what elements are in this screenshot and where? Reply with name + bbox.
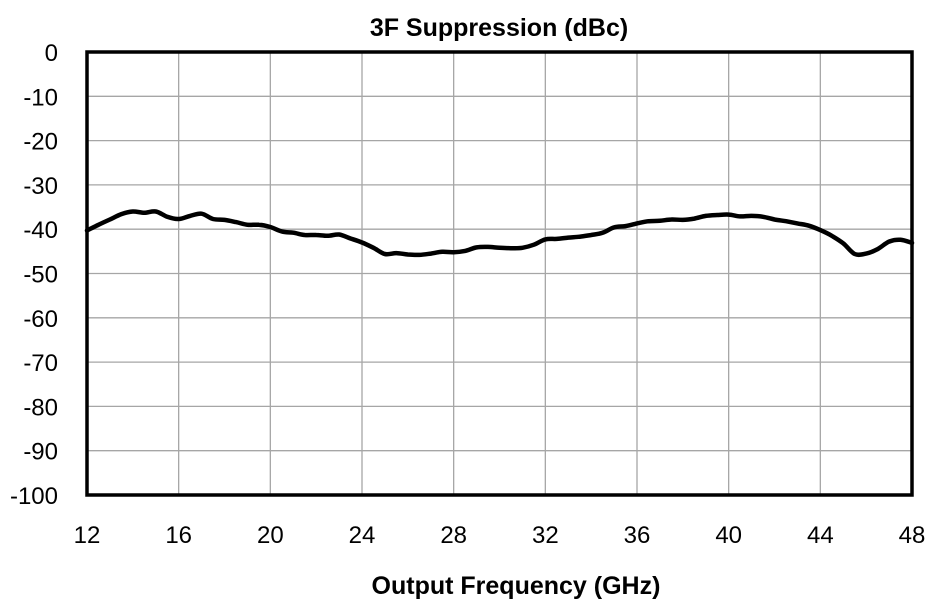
y-tick-label: -10 xyxy=(23,84,58,111)
x-tick-label: 36 xyxy=(624,522,651,549)
x-tick-label: 44 xyxy=(807,522,834,549)
y-tick-label: -50 xyxy=(23,262,58,289)
chart-title: 3F Suppression (dBc) xyxy=(370,14,628,42)
y-tick-label: -90 xyxy=(23,439,58,466)
y-tick-label: 0 xyxy=(45,40,58,67)
y-axis-ticks: 0 -10 -20 -30 -40 -50 -60 -70 -80 -90 -100 xyxy=(10,40,58,510)
y-tick-label: -40 xyxy=(23,217,58,244)
y-tick-label: -70 xyxy=(23,350,58,377)
x-tick-label: 12 xyxy=(74,522,101,549)
y-tick-label: -60 xyxy=(23,306,58,333)
x-tick-label: 28 xyxy=(440,522,467,549)
y-tick-label: -20 xyxy=(23,129,58,156)
gridlines xyxy=(87,52,912,495)
x-tick-label: 20 xyxy=(257,522,284,549)
x-tick-label: 24 xyxy=(349,522,376,549)
plot-area-frame xyxy=(85,50,914,497)
x-axis-label: Output Frequency (GHz) xyxy=(372,572,661,600)
y-tick-label: -100 xyxy=(10,483,58,510)
y-tick-label: -30 xyxy=(23,173,58,200)
x-tick-label: 48 xyxy=(899,522,926,549)
y-tick-label: -80 xyxy=(23,394,58,421)
x-tick-label: 16 xyxy=(165,522,192,549)
x-axis-ticks: 12 16 20 24 28 32 36 40 44 48 xyxy=(74,522,926,549)
series-layer xyxy=(84,209,915,258)
x-tick-label: 40 xyxy=(715,522,742,549)
x-tick-label: 32 xyxy=(532,522,559,549)
series-line xyxy=(84,209,915,258)
